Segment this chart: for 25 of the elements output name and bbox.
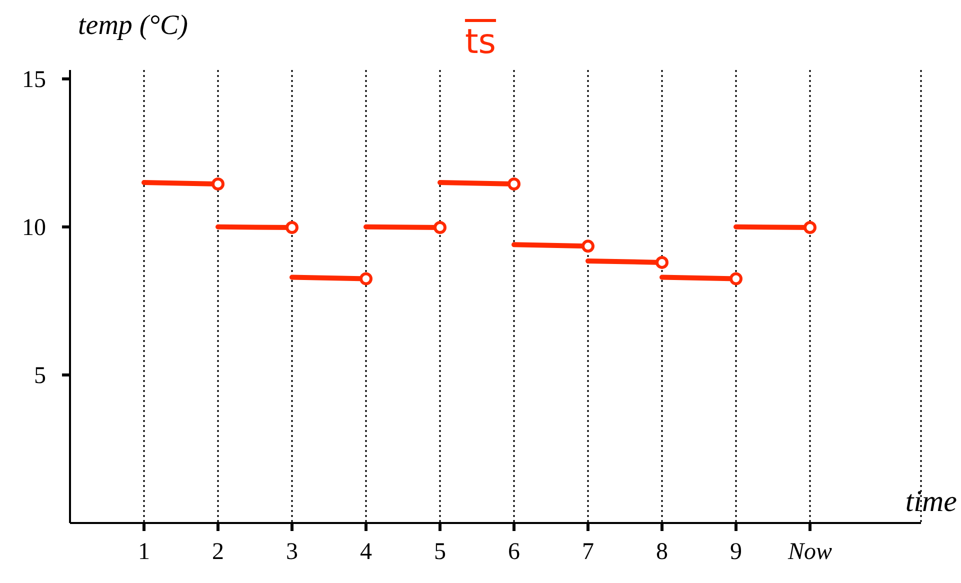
x-tick-label: 8 (656, 539, 668, 565)
x-tick-label: 6 (508, 539, 520, 565)
y-tick-label: 5 (34, 362, 46, 389)
point (212, 177, 224, 190)
x-axis-title: time (905, 485, 957, 519)
chart-title: ts (464, 22, 496, 62)
y-tick-label: 15 (22, 66, 46, 93)
point (360, 272, 372, 286)
point (286, 221, 298, 234)
x-tick-label: 7 (582, 539, 594, 565)
point (804, 221, 816, 234)
x-tick-label: 4 (360, 539, 372, 565)
x-tick-label: 9 (730, 539, 742, 565)
point (582, 240, 594, 253)
x-tick-label: 5 (434, 539, 446, 565)
y-axis-title: temp (°C) (78, 10, 188, 42)
x-tick-label: 1 (138, 539, 150, 565)
x-tick-label: 2 (212, 539, 224, 565)
x-tick-label: Now (786, 539, 832, 565)
point (656, 256, 668, 269)
point (730, 272, 742, 286)
x-tick-label: 3 (286, 539, 298, 565)
point (508, 177, 520, 190)
point (434, 221, 446, 234)
y-tick-label: 10 (22, 214, 46, 241)
